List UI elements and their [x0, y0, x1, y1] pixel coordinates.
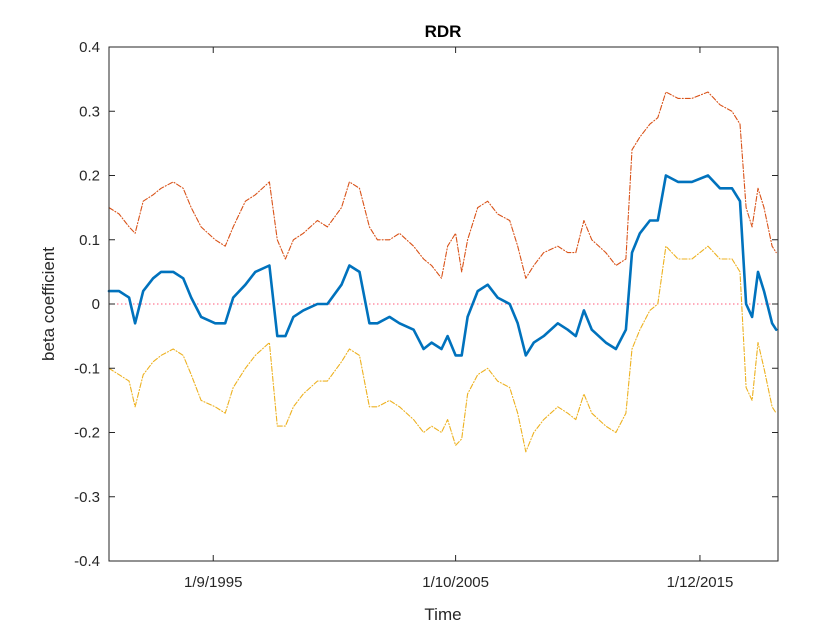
y-axis: -0.4 -0.3 -0.2 -0.1 0 0.1 0.2 0.3 0.4 [74, 39, 778, 570]
x-axis-label: Time [424, 605, 461, 624]
x-axis: 1/9/1995 1/10/2005 1/12/2015 [184, 47, 733, 591]
chart-title: RDR [425, 22, 462, 41]
y-tick-label: 0.4 [79, 39, 100, 56]
x-tick-label: 1/12/2015 [667, 574, 734, 591]
series-line-upper [108, 91, 777, 279]
y-tick-label: -0.3 [74, 489, 100, 506]
y-tick-label: 0 [92, 296, 100, 313]
y-tick-label: 0.3 [79, 103, 100, 120]
y-tick-label: -0.2 [74, 425, 100, 442]
y-axis-label: beta coefficient [39, 247, 58, 361]
x-tick-label: 1/10/2005 [422, 574, 489, 591]
y-tick-label: 0.2 [79, 168, 100, 185]
series-layer [107, 91, 778, 453]
y-tick-label: -0.4 [74, 553, 100, 570]
y-tick-label: 0.1 [79, 232, 100, 249]
y-tick-label: -0.1 [74, 360, 100, 377]
series-line-beta [107, 174, 778, 357]
x-tick-label: 1/9/1995 [184, 574, 242, 591]
series-line-lower [108, 245, 777, 453]
